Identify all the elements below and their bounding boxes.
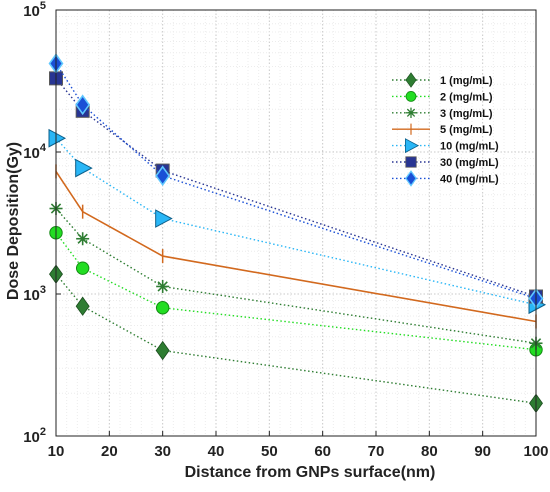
series-2 <box>49 202 543 350</box>
legend-marker <box>405 156 417 168</box>
x-tick-label: 10 <box>48 443 65 460</box>
asterisk-stroke <box>406 108 416 117</box>
legend-item: 2 (mg/mL) <box>392 91 493 103</box>
circle-marker <box>405 91 417 102</box>
grid <box>56 10 536 436</box>
series-line <box>55 137 537 306</box>
y-tick-base: 10 <box>23 287 40 304</box>
x-tick-label: 100 <box>523 443 548 460</box>
circle-marker <box>75 261 90 275</box>
data-point <box>155 209 173 228</box>
data-point <box>155 340 170 361</box>
legend-marker <box>405 72 417 88</box>
y-tick-base: 10 <box>23 429 40 446</box>
legend-label: 5 (mg/mL) <box>440 124 493 136</box>
series-4 <box>48 128 547 315</box>
x-tick-label: 90 <box>474 443 491 460</box>
data-point <box>75 158 93 178</box>
legend-marker <box>405 91 417 102</box>
series-line <box>55 63 537 300</box>
triangle-right-marker <box>155 209 173 228</box>
x-tick-label: 60 <box>314 443 331 460</box>
legend-item: 40 (mg/mL) <box>392 170 499 187</box>
legend-label: 2 (mg/mL) <box>440 91 493 103</box>
x-axis-label: Distance from GNPs surface(nm) <box>185 464 436 481</box>
x-tick-label: 50 <box>261 443 278 460</box>
x-tick-label: 40 <box>208 443 225 460</box>
diamond-marker <box>405 72 417 88</box>
triangle-right-marker <box>48 128 67 148</box>
y-tick-exponent: 2 <box>40 426 46 438</box>
legend-label: 3 (mg/mL) <box>440 108 493 120</box>
diamond-marker <box>75 296 90 316</box>
y-tick-label: 102 <box>23 426 46 446</box>
circle-marker <box>155 301 170 315</box>
legend-item: 1 (mg/mL) <box>392 72 493 88</box>
legend-marker <box>405 170 417 187</box>
data-point <box>75 261 90 275</box>
triangle-right-marker <box>404 138 420 154</box>
x-tick-label: 30 <box>154 443 171 460</box>
y-axis-label: Dose Deposition(Gy) <box>5 142 22 300</box>
data-point <box>156 279 170 293</box>
y-tick-base: 10 <box>23 3 40 20</box>
legend-label: 1 (mg/mL) <box>440 75 493 87</box>
y-tick-label: 105 <box>23 0 46 20</box>
series-3 <box>55 164 537 329</box>
diamond-marker <box>155 165 171 187</box>
diamond-marker <box>405 170 417 187</box>
data-point <box>155 165 171 187</box>
series-line <box>55 208 537 344</box>
y-tick-exponent: 3 <box>40 284 46 296</box>
series-0 <box>49 264 543 413</box>
legend-label: 40 (mg/mL) <box>440 173 499 185</box>
x-tick-label: 70 <box>368 443 385 460</box>
y-tick-base: 10 <box>23 145 40 162</box>
data-point <box>75 296 90 316</box>
x-tick-label: 80 <box>421 443 438 460</box>
y-tick-exponent: 5 <box>40 0 46 12</box>
y-tick-label: 104 <box>23 142 47 162</box>
data-point <box>48 128 67 148</box>
x-tick-label: 20 <box>101 443 118 460</box>
legend-label: 10 (mg/mL) <box>440 141 499 153</box>
series-line <box>55 170 537 323</box>
series-5 <box>49 71 543 304</box>
data-point <box>76 232 90 246</box>
diamond-marker <box>75 94 91 116</box>
legend-item: 3 (mg/mL) <box>392 107 493 120</box>
diamond-marker <box>155 340 170 361</box>
triangle-right-marker <box>75 158 93 178</box>
legend-item: 5 (mg/mL) <box>392 123 493 136</box>
legend-label: 30 (mg/mL) <box>440 157 499 169</box>
series-line <box>55 232 537 351</box>
square-marker <box>405 156 417 168</box>
series-1 <box>49 226 543 357</box>
legend-item: 30 (mg/mL) <box>392 156 499 169</box>
legend-marker <box>405 107 417 119</box>
series-line <box>55 273 537 404</box>
y-tick-label: 103 <box>23 284 46 304</box>
asterisk-stroke <box>77 233 88 244</box>
data-point <box>75 94 91 116</box>
asterisk-stroke <box>157 281 168 292</box>
plot-frame <box>55 9 537 437</box>
series-line <box>55 77 537 298</box>
data-point <box>155 301 170 315</box>
y-tick-exponent: 4 <box>40 142 47 154</box>
legend-marker <box>404 138 420 154</box>
legend: 1 (mg/mL) 2 (mg/mL) 3 (mg/mL) 5 (mg/mL) 10 (… <box>392 72 499 187</box>
legend-item: 10 (mg/mL) <box>392 138 499 154</box>
